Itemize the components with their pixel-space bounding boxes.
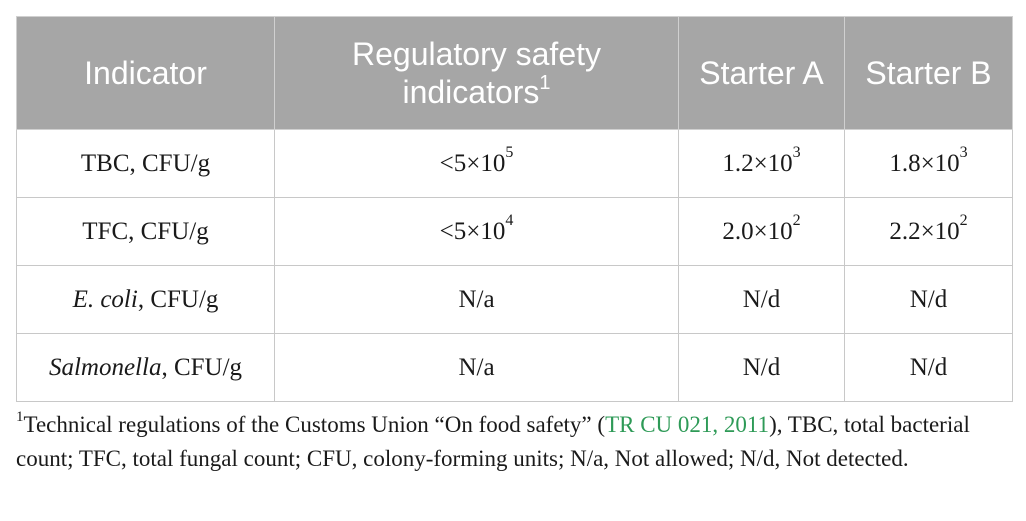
footnote-text-before: Technical regulations of the Customs Uni… [23,412,606,437]
cell-starter-b: 1.8×103 [844,129,1013,198]
reference-link[interactable]: TR CU 021, 2011 [605,412,770,437]
cell-starter-a: 2.0×102 [678,197,845,266]
cell-starter-b: N/d [844,333,1013,402]
header-starter-b: Starter B [844,16,1013,130]
cell-starter-a: N/d [678,333,845,402]
header-regulatory: Regulatory safety indicators1 [274,16,679,130]
table-row: E. coli, CFU/g N/a N/d N/d [16,265,1013,334]
cell-indicator: E. coli, CFU/g [16,265,275,334]
cell-regulatory: N/a [274,333,679,402]
table-row: Salmonella, CFU/g N/a N/d N/d [16,333,1013,402]
cell-regulatory: N/a [274,265,679,334]
cell-indicator: TBC, CFU/g [16,129,275,198]
cell-indicator: TFC, CFU/g [16,197,275,266]
cell-starter-b: N/d [844,265,1013,334]
footnote-number: 1 [16,409,24,426]
cell-starter-a: 1.2×103 [678,129,845,198]
safety-indicators-table: Indicator Regulatory safety indicators1 … [16,16,1013,402]
table-row: TFC, CFU/g <5×104 2.0×102 2.2×102 [16,197,1013,266]
header-indicator: Indicator [16,16,275,130]
data-table-container: Indicator Regulatory safety indicators1 … [16,16,1013,402]
table-header-row: Indicator Regulatory safety indicators1 … [16,16,1013,130]
cell-starter-a: N/d [678,265,845,334]
cell-indicator: Salmonella, CFU/g [16,333,275,402]
footnote-mark: 1 [539,72,551,95]
cell-regulatory: <5×104 [274,197,679,266]
header-starter-a: Starter A [678,16,845,130]
cell-regulatory: <5×105 [274,129,679,198]
cell-starter-b: 2.2×102 [844,197,1013,266]
footnote-text-after: ), TBC, total bacterial count; TFC, tota… [16,412,970,471]
table-footnote: 1Technical regulations of the Customs Un… [16,408,1012,476]
table-row: TBC, CFU/g <5×105 1.2×103 1.8×103 [16,129,1013,198]
